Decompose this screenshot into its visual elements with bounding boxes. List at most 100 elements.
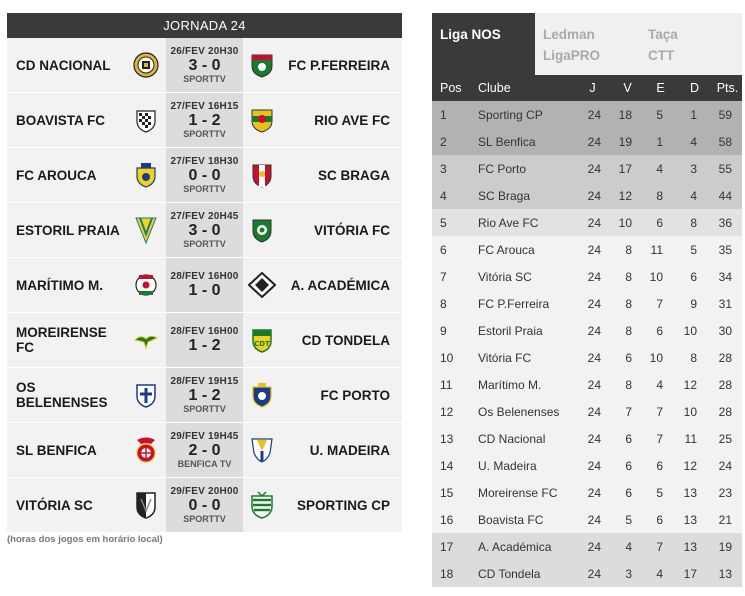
club-cell[interactable]: A. Académica bbox=[478, 539, 552, 554]
standings-row[interactable]: 12 Os Belenenses 24 7 7 10 28 bbox=[432, 398, 742, 425]
home-crest bbox=[125, 423, 166, 477]
away-team[interactable]: VITÓRIA FC bbox=[314, 222, 390, 238]
header-draws[interactable]: E bbox=[656, 81, 665, 95]
header-losses[interactable]: D bbox=[689, 81, 700, 95]
result-box[interactable]: 29/FEV 20H00 0 - 0 SPORTTV bbox=[166, 478, 243, 532]
header-club[interactable]: Clube bbox=[478, 81, 511, 95]
standings-row[interactable]: 7 Vitória SC 24 8 10 6 34 bbox=[432, 263, 742, 290]
standings-row[interactable]: 2 SL Benfica 24 19 1 4 58 bbox=[432, 128, 742, 155]
standings-row[interactable]: 3 FC Porto 24 17 4 3 55 bbox=[432, 155, 742, 182]
played-cell: 24 bbox=[587, 188, 601, 203]
club-cell[interactable]: Rio Ave FC bbox=[478, 215, 539, 230]
standings-row[interactable]: 5 Rio Ave FC 24 10 6 8 36 bbox=[432, 209, 742, 236]
result-box[interactable]: 28/FEV 16H00 1 - 0 bbox=[166, 258, 243, 312]
header-played[interactable]: J bbox=[589, 81, 596, 95]
home-team[interactable]: BOAVISTA FC bbox=[16, 112, 105, 128]
away-crest bbox=[243, 93, 281, 147]
match-row[interactable]: MARÍTIMO M. 28/FEV 16H00 1 - 0 A. ACADÉM… bbox=[7, 258, 402, 313]
away-team[interactable]: SPORTING CP bbox=[296, 497, 390, 513]
club-cell[interactable]: FC P.Ferreira bbox=[478, 296, 550, 311]
home-team[interactable]: OS BELENENSES bbox=[16, 380, 108, 410]
played-cell: 24 bbox=[587, 566, 601, 581]
result-box[interactable]: 28/FEV 19H15 1 - 2 SPORTTV bbox=[166, 368, 243, 422]
match-row[interactable]: MOREIRENSE FC 28/FEV 16H00 1 - 2 CDT CD … bbox=[7, 313, 402, 368]
sporting-crest-icon bbox=[251, 491, 273, 519]
away-team[interactable]: U. MADEIRA bbox=[309, 442, 390, 458]
standings-row[interactable]: 17 A. Académica 24 4 7 13 19 bbox=[432, 533, 742, 560]
home-team[interactable]: SL BENFICA bbox=[16, 442, 97, 458]
standings-row[interactable]: 18 CD Tondela 24 3 4 17 13 bbox=[432, 560, 742, 587]
home-team[interactable]: FC AROUCA bbox=[16, 167, 97, 183]
away-crest bbox=[243, 368, 281, 422]
played-cell: 24 bbox=[587, 242, 601, 257]
match-row[interactable]: OS BELENENSES 28/FEV 19H15 1 - 2 SPORTTV… bbox=[7, 368, 402, 423]
svg-text:CDT: CDT bbox=[254, 340, 270, 348]
home-team[interactable]: CD NACIONAL bbox=[16, 57, 111, 73]
match-row[interactable]: FC AROUCA 27/FEV 18H30 0 - 0 SPORTTV SC … bbox=[7, 148, 402, 203]
standings-row[interactable]: 6 FC Arouca 24 8 11 5 35 bbox=[432, 236, 742, 263]
header-points[interactable]: Pts. bbox=[716, 81, 739, 95]
standings-row[interactable]: 8 FC P.Ferreira 24 8 7 9 31 bbox=[432, 290, 742, 317]
away-team[interactable]: RIO AVE FC bbox=[314, 112, 390, 128]
club-cell[interactable]: U. Madeira bbox=[478, 458, 537, 473]
club-cell[interactable]: Marítimo M. bbox=[478, 377, 542, 392]
away-team[interactable]: FC PORTO bbox=[320, 387, 390, 403]
club-cell[interactable]: SC Braga bbox=[478, 188, 531, 203]
result-box[interactable]: 27/FEV 20H45 3 - 0 SPORTTV bbox=[166, 203, 243, 257]
result-box[interactable]: 27/FEV 16H15 1 - 2 SPORTTV bbox=[166, 93, 243, 147]
match-row[interactable]: CD NACIONAL 26/FEV 20H30 3 - 0 SPORTTV F… bbox=[7, 38, 402, 93]
standings-row[interactable]: 10 Vitória FC 24 6 10 8 28 bbox=[432, 344, 742, 371]
result-box[interactable]: 29/FEV 19H45 2 - 0 BENFICA TV bbox=[166, 423, 243, 477]
losses-cell: 5 bbox=[690, 242, 697, 257]
standings-row[interactable]: 4 SC Braga 24 12 8 4 44 bbox=[432, 182, 742, 209]
result-box[interactable]: 28/FEV 16H00 1 - 2 bbox=[166, 313, 243, 367]
club-cell[interactable]: Os Belenenses bbox=[478, 404, 560, 419]
tab-ledman-ligapro[interactable]: Ledman LigaPRO bbox=[535, 13, 638, 75]
standings-row[interactable]: 11 Marítimo M. 24 8 4 12 28 bbox=[432, 371, 742, 398]
club-cell[interactable]: Sporting CP bbox=[478, 107, 543, 122]
club-cell[interactable]: Vitória SC bbox=[478, 269, 532, 284]
standings-row[interactable]: 14 U. Madeira 24 6 6 12 24 bbox=[432, 452, 742, 479]
away-team[interactable]: CD TONDELA bbox=[301, 332, 390, 348]
club-cell[interactable]: Estoril Praia bbox=[478, 323, 543, 338]
home-crest bbox=[125, 148, 166, 202]
home-team[interactable]: MOREIRENSE FC bbox=[16, 325, 107, 355]
home-team[interactable]: ESTORIL PRAIA bbox=[16, 222, 120, 238]
away-team[interactable]: SC BRAGA bbox=[317, 167, 390, 183]
tab-liga-nos[interactable]: Liga NOS bbox=[432, 13, 535, 75]
away-crest bbox=[243, 478, 281, 532]
club-cell[interactable]: CD Tondela bbox=[478, 566, 541, 581]
club-cell[interactable]: SL Benfica bbox=[478, 134, 536, 149]
standings-row[interactable]: 1 Sporting CP 24 18 5 1 59 bbox=[432, 101, 742, 128]
match-date: 28/FEV 16H00 bbox=[170, 326, 239, 337]
wins-cell: 6 bbox=[625, 350, 632, 365]
match-row[interactable]: SL BENFICA 29/FEV 19H45 2 - 0 BENFICA TV… bbox=[7, 423, 402, 478]
header-pos[interactable]: Pos bbox=[440, 81, 462, 95]
club-cell[interactable]: Vitória FC bbox=[478, 350, 532, 365]
club-cell[interactable]: FC Porto bbox=[478, 161, 527, 176]
standings-row[interactable]: 13 CD Nacional 24 6 7 11 25 bbox=[432, 425, 742, 452]
away-team[interactable]: FC P.FERREIRA bbox=[288, 57, 390, 73]
result-box[interactable]: 27/FEV 18H30 0 - 0 SPORTTV bbox=[166, 148, 243, 202]
match-row[interactable]: VITÓRIA SC 29/FEV 20H00 0 - 0 SPORTTV SP… bbox=[7, 478, 402, 533]
standings-row[interactable]: 16 Boavista FC 24 5 6 13 21 bbox=[432, 506, 742, 533]
tondela-crest-icon: CDT bbox=[252, 329, 272, 353]
standings-panel: Liga NOS Ledman LigaPRO Taça CTT Pos Clu… bbox=[432, 13, 742, 587]
match-row[interactable]: BOAVISTA FC 27/FEV 16H15 1 - 2 SPORTTV R… bbox=[7, 93, 402, 148]
header-wins[interactable]: V bbox=[623, 81, 632, 95]
club-cell[interactable]: Boavista FC bbox=[478, 512, 544, 527]
home-team[interactable]: MARÍTIMO M. bbox=[16, 277, 103, 293]
home-team[interactable]: VITÓRIA SC bbox=[16, 497, 93, 513]
match-score: 1 - 2 bbox=[188, 112, 221, 129]
played-cell: 24 bbox=[587, 431, 601, 446]
club-cell[interactable]: Moreirense FC bbox=[478, 485, 558, 500]
standings-row[interactable]: 15 Moreirense FC 24 6 5 13 23 bbox=[432, 479, 742, 506]
club-cell[interactable]: CD Nacional bbox=[478, 431, 546, 446]
result-box[interactable]: 26/FEV 20H30 3 - 0 SPORTTV bbox=[166, 38, 243, 92]
tab-taca-ctt[interactable]: Taça CTT bbox=[638, 13, 742, 75]
home-crest bbox=[125, 38, 166, 92]
away-team[interactable]: A. ACADÉMICA bbox=[290, 277, 390, 293]
club-cell[interactable]: FC Arouca bbox=[478, 242, 535, 257]
standings-row[interactable]: 9 Estoril Praia 24 8 6 10 30 bbox=[432, 317, 742, 344]
match-row[interactable]: ESTORIL PRAIA 27/FEV 20H45 3 - 0 SPORTTV… bbox=[7, 203, 402, 258]
